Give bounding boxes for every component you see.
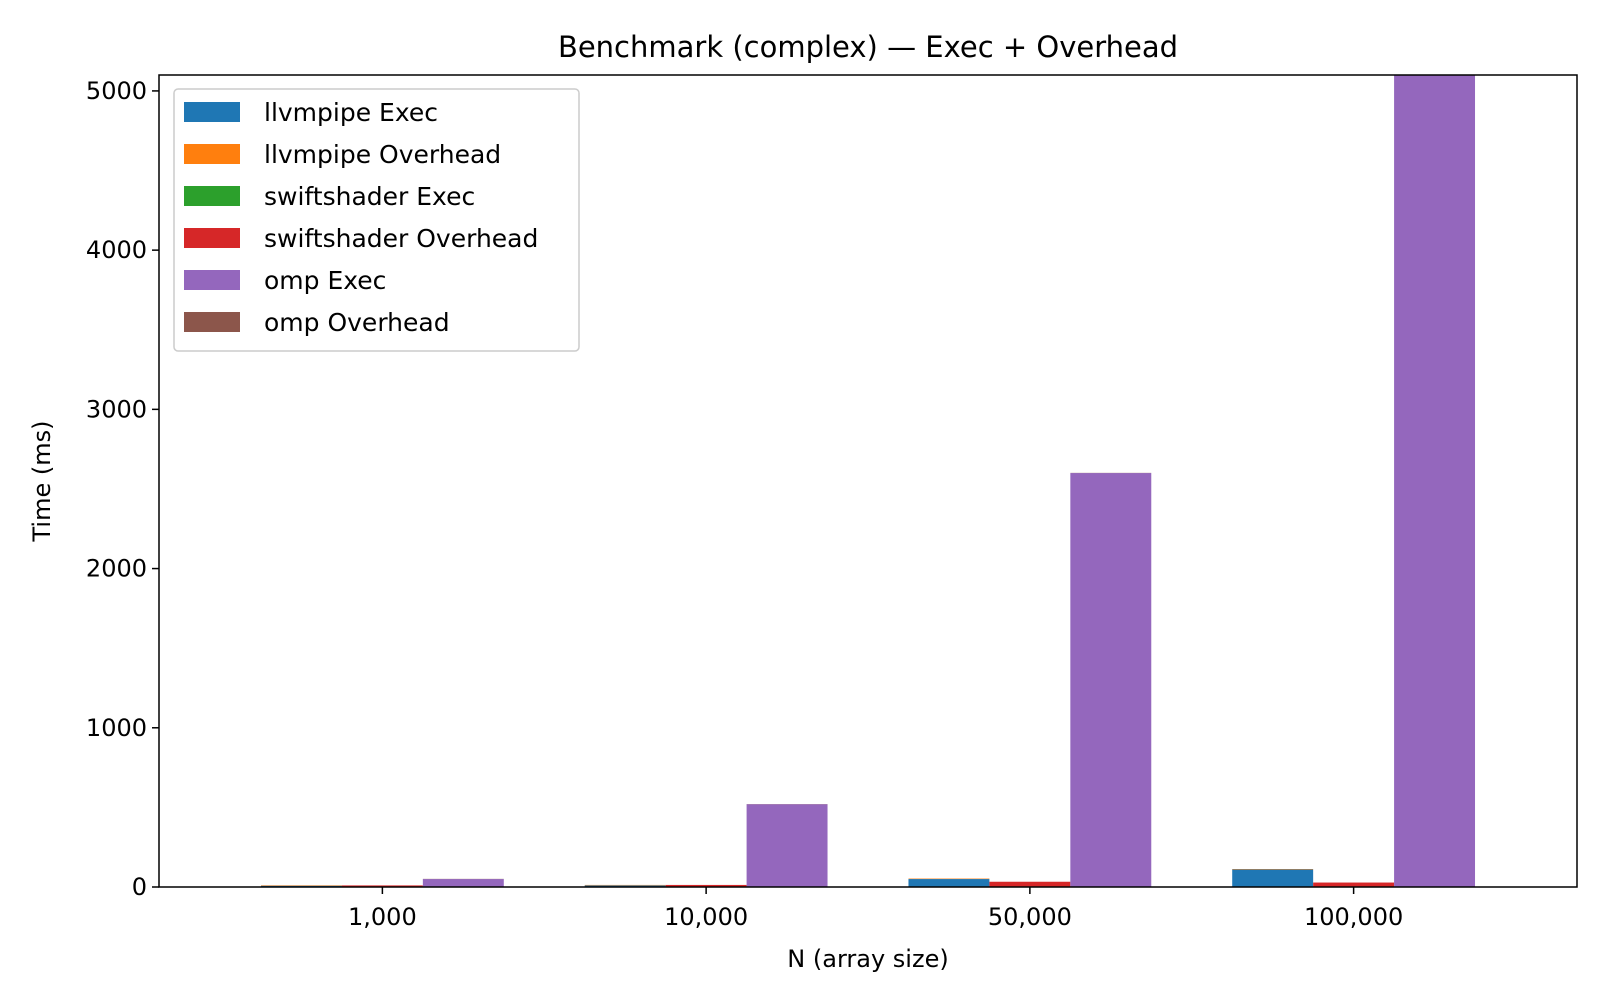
x-axis: 1,000 10,000 50,000 100,000: [348, 887, 1403, 931]
bar-omp-exec-10000: [746, 804, 828, 887]
bar-llvmpipe-exec-100000: [1232, 869, 1314, 887]
bar-swiftshader-overhead-50000: [989, 881, 1071, 887]
legend-swatch: [184, 312, 240, 332]
legend: llvmpipe Exec llvmpipe Overhead swiftshade…: [173, 88, 580, 352]
chart-title: Benchmark (complex) — Exec + Overhead: [558, 30, 1178, 64]
x-tick-label: 100,000: [1304, 903, 1403, 931]
legend-label: omp Exec: [264, 266, 386, 295]
legend-box: [173, 88, 580, 352]
y-tick-label: 1000: [86, 714, 147, 742]
y-tick-label: 5000: [86, 77, 147, 105]
bar-swiftshader-overhead-10000: [665, 884, 747, 887]
bar-llvmpipe-exec-50000: [908, 879, 990, 887]
legend-label: llvmpipe Overhead: [264, 140, 501, 169]
y-axis: 0 1000 2000 3000 4000 5000: [86, 77, 159, 901]
legend-swatch: [184, 102, 240, 122]
bars: [260, 75, 1476, 887]
legend-swatch: [184, 144, 240, 164]
bar-omp-exec-1000: [422, 879, 504, 887]
legend-swatch: [184, 186, 240, 206]
bar-omp-exec-50000: [1070, 473, 1152, 887]
legend-label: swiftshader Exec: [264, 182, 475, 211]
bar-swiftshader-overhead-1000: [341, 885, 423, 887]
x-tick-label: 1,000: [348, 903, 417, 931]
legend-label: omp Overhead: [264, 308, 450, 337]
legend-label: swiftshader Overhead: [264, 224, 538, 253]
legend-label: llvmpipe Exec: [264, 98, 438, 127]
bar-llvmpipe-exec-10000: [584, 885, 666, 887]
y-axis-label: Time (ms): [28, 421, 56, 543]
x-axis-label: N (array size): [787, 945, 948, 973]
x-tick-label: 10,000: [664, 903, 748, 931]
y-tick-label: 0: [132, 873, 147, 901]
bar-swiftshader-overhead-100000: [1313, 882, 1395, 887]
bar-omp-exec-100000: [1394, 75, 1476, 887]
legend-swatch: [184, 228, 240, 248]
y-tick-label: 3000: [86, 395, 147, 423]
x-tick-label: 50,000: [988, 903, 1072, 931]
y-tick-label: 2000: [86, 555, 147, 583]
plot-frame: [158, 74, 1578, 888]
y-tick-label: 4000: [86, 236, 147, 264]
legend-swatch: [184, 270, 240, 290]
